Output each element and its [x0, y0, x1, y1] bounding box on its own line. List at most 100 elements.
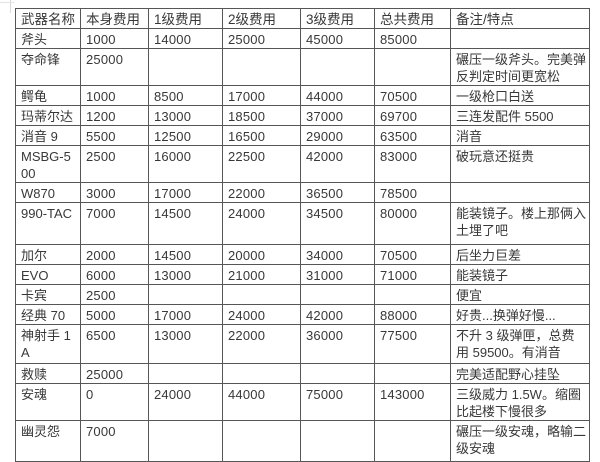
- weapon-upgrade-cost-table: 武器名称 本身费用 1级费用 2级费用 3级费用 总共费用 备注/特点 斧头 1000 1400…: [15, 8, 590, 462]
- cell-note: 便宜: [450, 284, 590, 305]
- cell-total-cost: [374, 284, 451, 305]
- cell-base-cost: 25000: [80, 363, 149, 384]
- page-corner-mark-horizontal: [0, 2, 14, 3]
- cell-level1-cost: 14000: [148, 28, 223, 49]
- cell-note: 碾压一级安魂，略输二级安魂: [450, 420, 590, 462]
- cell-level1-cost: 16000: [148, 145, 223, 183]
- table-row: 斧头 1000 14000 25000 45000 85000: [15, 28, 590, 49]
- cell-level1-cost: 14500: [148, 244, 223, 265]
- cell-weapon-name: 卡宾: [15, 284, 81, 305]
- cell-level3-cost: 45000: [300, 28, 375, 49]
- cell-base-cost: 2500: [80, 145, 149, 183]
- cell-level2-cost: 22000: [222, 324, 301, 364]
- cell-level1-cost: 8500: [148, 85, 223, 106]
- column-header-5: 总共费用: [374, 8, 451, 29]
- table-body: 斧头 1000 14000 25000 45000 85000 夺命锋 25000 碾压一级斧头…: [15, 28, 590, 462]
- cell-level2-cost: [222, 284, 301, 305]
- cell-level2-cost: 22000: [222, 182, 301, 203]
- cell-total-cost: [374, 48, 451, 86]
- cell-weapon-name: 安魂: [15, 383, 81, 421]
- cell-base-cost: 7000: [80, 420, 149, 462]
- table-row: 救赎 25000 完美适配野心挂坠: [15, 363, 590, 384]
- cell-level3-cost: 44000: [300, 85, 375, 106]
- cell-level2-cost: 21000: [222, 264, 301, 285]
- cell-note: [450, 182, 590, 203]
- cell-base-cost: 1000: [80, 28, 149, 49]
- cell-base-cost: 1000: [80, 85, 149, 106]
- table-row: EVO 6000 13000 21000 31000 71000 能装镜子: [15, 264, 590, 285]
- table-row: 加尔 2000 14500 20000 34000 70500 后坐力巨差: [15, 244, 590, 265]
- cell-level2-cost: [222, 48, 301, 86]
- cell-total-cost: 63500: [374, 125, 451, 146]
- cell-level2-cost: 17000: [222, 85, 301, 106]
- cell-base-cost: 1200: [80, 105, 149, 126]
- cell-total-cost: 78500: [374, 182, 451, 203]
- cell-total-cost: 80000: [374, 202, 451, 245]
- table-row: MSBG-500 2500 16000 22500 42000 83000 破玩意还挺贵: [15, 145, 590, 183]
- cell-weapon-name: 幽灵怨: [15, 420, 81, 462]
- cell-weapon-name: 夺命锋: [15, 48, 81, 86]
- cell-level2-cost: 18500: [222, 105, 301, 126]
- cell-level1-cost: 17000: [148, 182, 223, 203]
- table-row: 990-TAC 7000 14500 24000 34500 80000 能装镜子。楼上那俩…: [15, 202, 590, 245]
- table-row: 玛蒂尔达 1200 13000 18500 37000 69700 三连发配件 5500: [15, 105, 590, 126]
- cell-weapon-name: 经典 70: [15, 304, 81, 325]
- cell-weapon-name: 990-TAC: [15, 202, 81, 245]
- cell-total-cost: 88000: [374, 304, 451, 325]
- cell-total-cost: 77500: [374, 324, 451, 364]
- cell-level2-cost: [222, 363, 301, 384]
- cell-note: 能装镜子: [450, 264, 590, 285]
- cell-level3-cost: 36500: [300, 182, 375, 203]
- cell-level2-cost: 20000: [222, 244, 301, 265]
- cell-level1-cost: 12500: [148, 125, 223, 146]
- cell-note: 三连发配件 5500: [450, 105, 590, 126]
- cell-level1-cost: 13000: [148, 105, 223, 126]
- cell-level2-cost: 16500: [222, 125, 301, 146]
- cell-level3-cost: 75000: [300, 383, 375, 421]
- cell-level2-cost: 44000: [222, 383, 301, 421]
- cell-level1-cost: 13000: [148, 264, 223, 285]
- cell-base-cost: 2500: [80, 284, 149, 305]
- cell-level1-cost: [148, 363, 223, 384]
- cell-base-cost: 0: [80, 383, 149, 421]
- cell-total-cost: [374, 420, 451, 462]
- table-row: 神射手 1A 6500 13000 22000 36000 77500 不升 3 级弹匣，总…: [15, 324, 590, 364]
- cell-total-cost: 69700: [374, 105, 451, 126]
- cell-level3-cost: 42000: [300, 304, 375, 325]
- column-header-0: 武器名称: [15, 8, 81, 29]
- cell-level3-cost: 29000: [300, 125, 375, 146]
- cell-level3-cost: 31000: [300, 264, 375, 285]
- table-row: 安魂 0 24000 44000 75000 143000 三级威力 1.5W。缩圈比起楼下…: [15, 383, 590, 421]
- cell-weapon-name: 救赎: [15, 363, 81, 384]
- cell-weapon-name: W870: [15, 182, 81, 203]
- table-row: 夺命锋 25000 碾压一级斧头。完美弹反判定时间更宽松: [15, 48, 590, 86]
- cell-level3-cost: 36000: [300, 324, 375, 364]
- cell-level1-cost: 17000: [148, 304, 223, 325]
- cell-level1-cost: [148, 284, 223, 305]
- cell-level3-cost: 34000: [300, 244, 375, 265]
- cell-level2-cost: 25000: [222, 28, 301, 49]
- column-header-2: 1级费用: [148, 8, 223, 29]
- cell-note: 不升 3 级弹匣，总费用 59500。有消音: [450, 324, 590, 364]
- table-header: 武器名称 本身费用 1级费用 2级费用 3级费用 总共费用 备注/特点: [15, 8, 590, 29]
- cell-total-cost: 70500: [374, 85, 451, 106]
- cell-level3-cost: [300, 284, 375, 305]
- cell-base-cost: 2000: [80, 244, 149, 265]
- cell-level1-cost: [148, 48, 223, 86]
- cell-level1-cost: 24000: [148, 383, 223, 421]
- table-row: 经典 70 5000 17000 24000 42000 88000 好贵...换弹好慢..…: [15, 304, 590, 325]
- cell-total-cost: 70500: [374, 244, 451, 265]
- cell-base-cost: 3000: [80, 182, 149, 203]
- cell-note: 完美适配野心挂坠: [450, 363, 590, 384]
- cell-note: [450, 28, 590, 49]
- cell-level2-cost: 22500: [222, 145, 301, 183]
- table-row: 幽灵怨 7000 碾压一级安魂，略输二级安魂: [15, 420, 590, 462]
- cell-weapon-name: 玛蒂尔达: [15, 105, 81, 126]
- cell-level2-cost: 24000: [222, 202, 301, 245]
- table-row: W870 3000 17000 22000 36500 78500: [15, 182, 590, 203]
- cell-level2-cost: [222, 420, 301, 462]
- cell-weapon-name: 鳄龟: [15, 85, 81, 106]
- cell-level1-cost: 13000: [148, 324, 223, 364]
- cell-total-cost: 143000: [374, 383, 451, 421]
- cell-base-cost: 5500: [80, 125, 149, 146]
